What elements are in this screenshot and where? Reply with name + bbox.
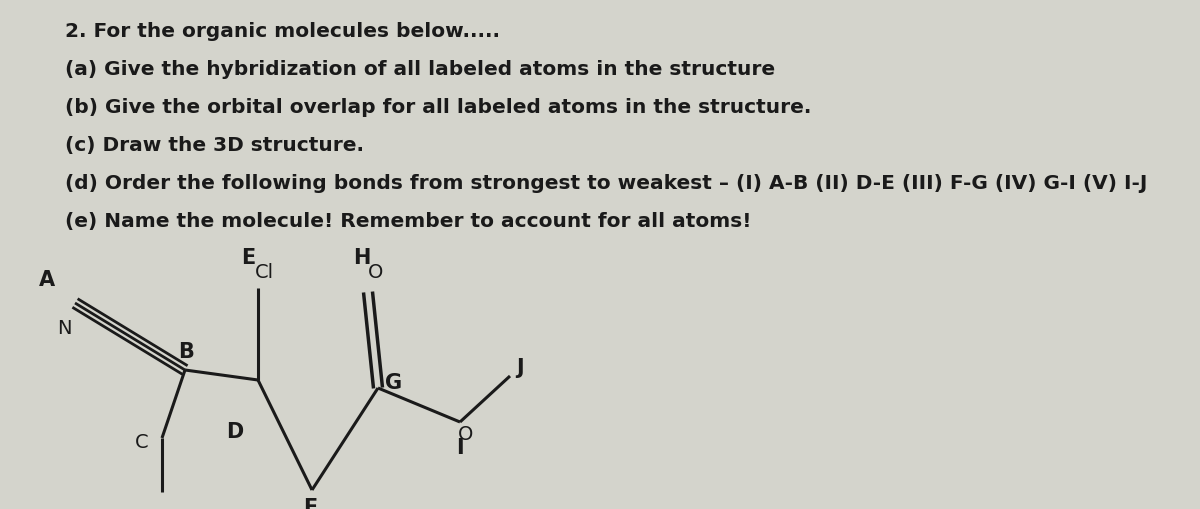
- Text: C: C: [134, 433, 148, 451]
- Text: 2. For the organic molecules below.....: 2. For the organic molecules below.....: [65, 22, 500, 41]
- Text: A: A: [38, 270, 55, 290]
- Text: I: I: [456, 438, 464, 458]
- Text: J: J: [516, 358, 523, 378]
- Text: (c) Draw the 3D structure.: (c) Draw the 3D structure.: [65, 136, 364, 155]
- Text: B: B: [178, 342, 194, 362]
- Text: N: N: [58, 319, 72, 337]
- Text: D: D: [226, 422, 242, 442]
- Text: Cl: Cl: [256, 263, 274, 282]
- Text: (e) Name the molecule! Remember to account for all atoms!: (e) Name the molecule! Remember to accou…: [65, 212, 751, 231]
- Text: (d) Order the following bonds from strongest to weakest – (I) A-B (II) D-E (III): (d) Order the following bonds from stron…: [65, 174, 1147, 193]
- Text: H: H: [353, 248, 371, 268]
- Text: O: O: [458, 425, 473, 444]
- Text: F: F: [302, 498, 317, 509]
- Text: G: G: [385, 373, 402, 393]
- Text: (b) Give the orbital overlap for all labeled atoms in the structure.: (b) Give the orbital overlap for all lab…: [65, 98, 811, 117]
- Text: O: O: [368, 263, 383, 282]
- Text: E: E: [241, 248, 256, 268]
- Text: (a) Give the hybridization of all labeled atoms in the structure: (a) Give the hybridization of all labele…: [65, 60, 775, 79]
